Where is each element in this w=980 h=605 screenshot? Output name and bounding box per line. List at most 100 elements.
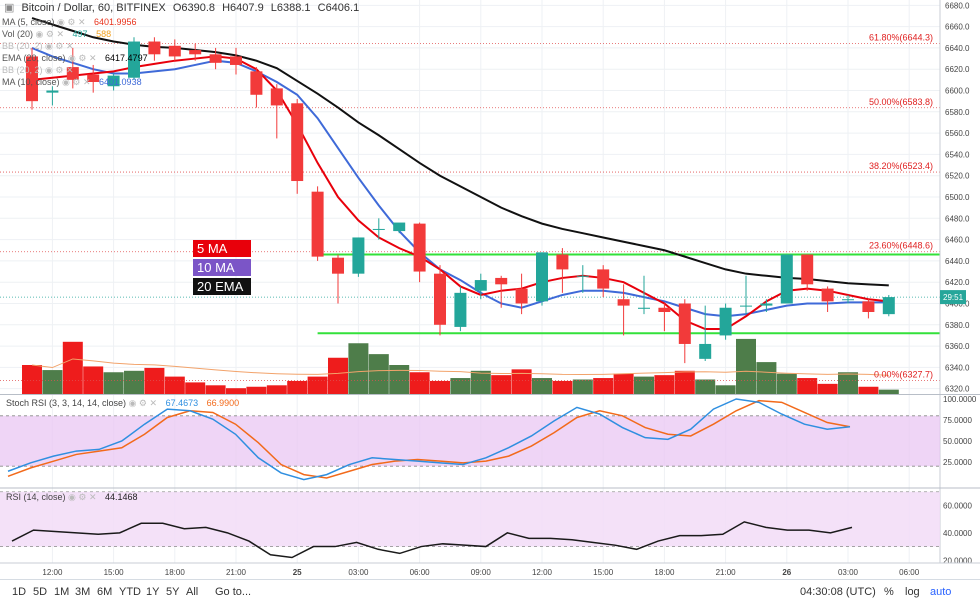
close-label: C	[317, 2, 326, 14]
indicator-bb-2[interactable]: BB (20, 2) ◉ ⚙ ✕	[2, 64, 74, 76]
volume-bar	[103, 372, 124, 394]
panel-control-icons[interactable]: ◉ ⚙ ✕	[68, 492, 97, 502]
volume-bar	[878, 389, 899, 394]
candle-up	[576, 275, 589, 277]
rsi-title[interactable]: RSI (14, close) ◉ ⚙ ✕ 44.1468	[6, 492, 138, 503]
open-label: O	[172, 2, 182, 14]
indicator-volume[interactable]: Vol (20) ◉ ⚙ ✕ 497 588	[2, 28, 111, 40]
time-tick-label: 18:00	[165, 568, 186, 577]
indicator-control-icons[interactable]: ◉ ⚙ ✕	[62, 77, 91, 87]
stoch-tick-label: 50.0000	[943, 437, 972, 446]
legend-5ma: 5 MA	[193, 240, 251, 257]
timeframe-1m[interactable]: 1M	[54, 586, 70, 598]
stoch-k-value: 67.4673	[165, 398, 199, 408]
chart-header: ▣ Bitcoin / Dollar, 60, BITFINEX O6390.8…	[4, 0, 363, 16]
log-toggle[interactable]: log	[905, 586, 920, 598]
price-tick-label: 6640.0	[945, 44, 970, 53]
timeframe-1y[interactable]: 1Y	[146, 586, 160, 598]
candle-down	[556, 254, 569, 270]
price-tick-label: 6420.0	[945, 278, 970, 287]
volume-bar	[756, 362, 777, 394]
indicator-ema20[interactable]: EMA (20, close) ◉ ⚙ ✕ 6417.4797	[2, 52, 148, 64]
indicator-ma5[interactable]: MA (5, close) ◉ ⚙ ✕ 6401.9956	[2, 16, 137, 28]
indicator-bb-1[interactable]: BB (20, 2) ◉ ⚙ ✕	[2, 40, 74, 52]
indicator-control-icons[interactable]: ◉ ⚙ ✕	[45, 65, 74, 75]
price-tick-label: 6440.0	[945, 257, 970, 266]
candle-up	[719, 307, 732, 336]
volume-bar	[858, 386, 879, 394]
candle-down	[413, 223, 426, 272]
stoch-tick-label: 100.0000	[943, 395, 977, 404]
fib-level-label: 0.00%(6327.7)	[874, 369, 933, 379]
stoch-rsi-title[interactable]: Stoch RSI (3, 3, 14, 14, close) ◉ ⚙ ✕ 67…	[6, 398, 239, 409]
indicator-ma10[interactable]: MA (10, close) ◉ ⚙ ✕ 6401.0938	[2, 76, 142, 88]
indicator-control-icons[interactable]: ◉ ⚙ ✕	[57, 17, 86, 27]
volume-bar	[838, 372, 858, 394]
timeframe-5d[interactable]: 5D	[33, 586, 48, 598]
indicator-label: MA (10, close)	[2, 77, 60, 87]
utc-clock[interactable]: 04:30:08 (UTC)	[800, 586, 876, 598]
symbol-title[interactable]: Bitcoin / Dollar, 60, BITFINEX	[21, 2, 166, 14]
rsi-line	[11, 521, 853, 559]
volume-bar	[185, 382, 206, 394]
volume-bar	[430, 380, 450, 394]
indicator-control-icons[interactable]: ◉ ⚙ ✕	[45, 41, 74, 51]
price-tick-label: 6460.0	[945, 236, 970, 245]
timeframe-3m[interactable]: 3M	[75, 586, 91, 598]
price-tick-label: 6480.0	[945, 214, 970, 223]
panel-control-icons[interactable]: ◉ ⚙ ✕	[128, 398, 158, 408]
last-price-tag: 29:51	[943, 293, 964, 302]
time-tick-label: 12:00	[532, 568, 553, 577]
rsi-tick-label: 60.0000	[943, 501, 972, 510]
volume-bar	[328, 357, 348, 394]
candle-down	[332, 257, 344, 274]
candle-down	[26, 56, 38, 102]
volume-bar	[389, 365, 410, 394]
indicator-control-icons[interactable]: ◉ ⚙ ✕	[35, 29, 65, 39]
volume-bar	[42, 370, 63, 394]
auto-toggle[interactable]: auto	[930, 586, 952, 598]
time-tick-label: 15:00	[593, 568, 614, 577]
price-tick-label: 6660.0	[945, 23, 970, 32]
time-tick-label: 06:00	[899, 568, 920, 577]
candle-up	[842, 299, 854, 301]
candle-up	[372, 228, 385, 230]
goto-button[interactable]: Go to...	[215, 586, 252, 598]
candle-down	[291, 103, 304, 182]
legend-10ma: 10 MA	[193, 259, 251, 276]
candle-down	[678, 303, 691, 344]
panel-label: Stoch RSI (3, 3, 14, 14, close)	[6, 398, 127, 408]
volume-bar	[266, 385, 287, 394]
timeframe-6m[interactable]: 6M	[97, 586, 113, 598]
candle-up	[128, 41, 140, 78]
volume-bar	[674, 370, 695, 394]
stoch-tick-label: 25.0000	[943, 458, 972, 467]
candle-down	[189, 50, 202, 55]
candle-down	[168, 45, 181, 57]
volume-bar	[572, 379, 593, 394]
volume-bar	[348, 343, 369, 394]
timeframe-5y[interactable]: 5Y	[166, 586, 180, 598]
price-tick-label: 6360.0	[945, 342, 970, 351]
volume-bar	[164, 376, 185, 394]
panel-label: RSI (14, close)	[6, 492, 66, 502]
chart-canvas[interactable]: 61.80%(6644.3) 50.00%(6583.8) 38.20%(6523.…	[0, 0, 980, 578]
bottom-toolbar: 1D 5D 1M 3M 6M YTD 1Y 5Y All Go to... 04…	[0, 579, 980, 605]
stoch-band	[0, 415, 940, 467]
candle-up	[107, 75, 120, 87]
indicator-value: 6401.9956	[94, 17, 137, 27]
indicator-control-icons[interactable]: ◉ ⚙ ✕	[68, 53, 97, 63]
candle-down	[862, 301, 875, 313]
fib-level-label: 50.00%(6583.8)	[869, 97, 933, 107]
collapse-icon[interactable]: ▣	[4, 2, 15, 14]
low-label: L	[270, 2, 277, 14]
timeframe-1d[interactable]: 1D	[12, 586, 27, 598]
timeframe-ytd[interactable]: YTD	[119, 586, 141, 598]
percent-toggle[interactable]: %	[884, 586, 894, 598]
volume-bar	[491, 375, 512, 394]
time-tick-label: 03:00	[838, 568, 859, 577]
candle-down	[209, 54, 222, 63]
price-tick-label: 6320.0	[945, 385, 970, 394]
timeframe-all[interactable]: All	[186, 586, 199, 598]
candle-down	[270, 88, 283, 106]
